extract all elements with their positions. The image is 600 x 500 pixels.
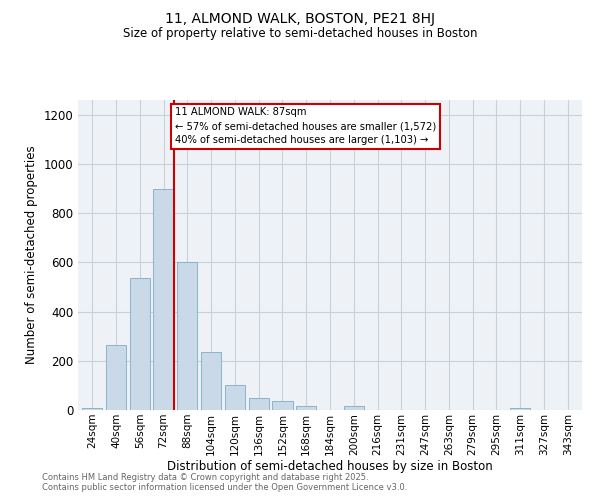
Y-axis label: Number of semi-detached properties: Number of semi-detached properties	[25, 146, 38, 364]
Bar	[272, 402, 293, 410]
Bar	[106, 345, 126, 410]
Bar	[154, 188, 173, 410]
Text: 11, ALMOND WALK, BOSTON, PE21 8HJ: 11, ALMOND WALK, BOSTON, PE21 8HJ	[165, 12, 435, 26]
Text: Contains public sector information licensed under the Open Government Licence v3: Contains public sector information licen…	[42, 482, 407, 492]
Bar	[248, 398, 269, 410]
Bar	[130, 278, 150, 410]
Bar	[201, 352, 221, 410]
Bar	[82, 408, 103, 410]
Bar	[225, 386, 245, 410]
Bar	[344, 406, 364, 410]
Bar	[296, 406, 316, 410]
Text: 11 ALMOND WALK: 87sqm
← 57% of semi-detached houses are smaller (1,572)
40% of s: 11 ALMOND WALK: 87sqm ← 57% of semi-deta…	[175, 108, 436, 146]
Text: Size of property relative to semi-detached houses in Boston: Size of property relative to semi-detach…	[123, 28, 477, 40]
Text: Contains HM Land Registry data © Crown copyright and database right 2025.: Contains HM Land Registry data © Crown c…	[42, 472, 368, 482]
Bar	[510, 408, 530, 410]
X-axis label: Distribution of semi-detached houses by size in Boston: Distribution of semi-detached houses by …	[167, 460, 493, 473]
Bar	[177, 262, 197, 410]
